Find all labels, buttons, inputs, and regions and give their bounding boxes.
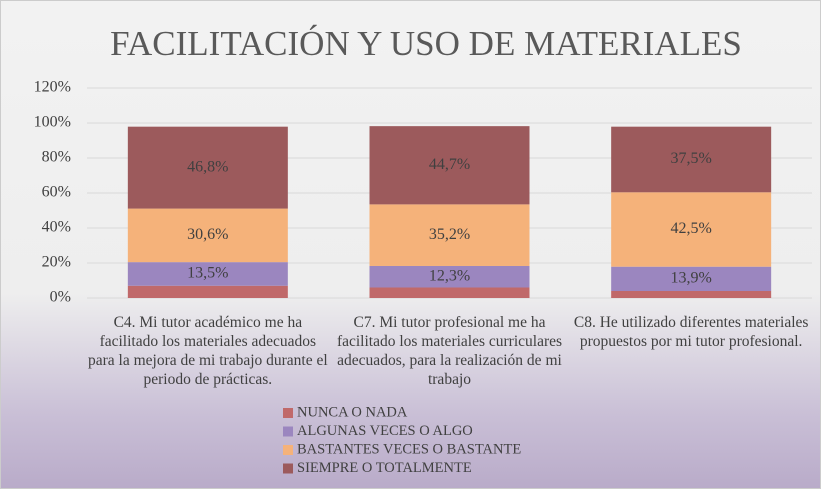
y-tick-label: 60% <box>42 184 71 201</box>
data-label: 35,2% <box>429 226 470 243</box>
data-label: 12,3% <box>429 267 470 284</box>
data-label: 13,9% <box>671 270 712 287</box>
x-tick-label: C8. He utilizado diferentes materiales p… <box>573 314 809 350</box>
y-tick-label: 40% <box>42 219 71 236</box>
bar-segment <box>611 266 772 291</box>
legend-label: BASTANTES VECES O BASTANTE <box>297 441 521 457</box>
legend-swatch <box>283 426 293 437</box>
data-label: 13,5% <box>187 265 228 282</box>
y-tick-label: 20% <box>42 254 71 271</box>
chart-title: FACILITACIÓN Y USO DE MATERIALES <box>110 23 742 63</box>
x-tick-label: C4. Mi tutor académico me ha facilitado … <box>87 314 328 388</box>
bar-segment <box>127 208 288 263</box>
legend-swatch <box>283 445 293 455</box>
y-tick-label: 80% <box>42 149 71 166</box>
legend-label: ALGUNAS VECES O ALGO <box>297 423 473 439</box>
legend-label: NUNCA O NADA <box>297 404 408 420</box>
data-label: 46,8% <box>187 158 228 175</box>
data-label: 30,6% <box>187 226 228 243</box>
bar-segment <box>127 126 288 209</box>
bar-segment <box>369 287 530 298</box>
bar-segment <box>369 265 530 288</box>
data-label: 37,5% <box>671 150 712 167</box>
data-label: 44,7% <box>429 156 470 173</box>
y-tick-label: 120% <box>34 79 71 96</box>
bar-segment <box>127 285 288 298</box>
legend-label: SIEMPRE O TOTALMENTE <box>297 460 472 476</box>
bar-segment <box>369 204 530 266</box>
legend-swatch <box>283 408 293 418</box>
bar-segment <box>611 192 772 267</box>
legend-swatch <box>283 463 293 474</box>
bar-segment <box>611 291 772 298</box>
bar-segment <box>127 262 288 286</box>
data-label: 42,5% <box>671 220 712 237</box>
bar-segment <box>611 126 772 193</box>
x-tick-label: C7. Mi tutor profesional me ha facilitad… <box>336 314 563 388</box>
bar-segment <box>369 126 530 205</box>
y-tick-label: 100% <box>34 114 71 131</box>
y-tick-label: 0% <box>50 289 71 306</box>
